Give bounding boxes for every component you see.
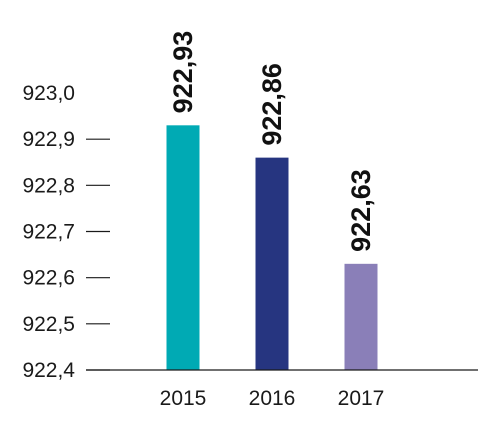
x-tick-label-2016: 2016 [249,387,296,410]
bar-2016 [255,157,289,370]
x-tick-label-2015: 2015 [160,387,207,410]
x-axis: 2015 2016 2017 [160,387,385,410]
y-tick-label: 922,4 [22,359,75,382]
x-tick-label-2017: 2017 [338,387,385,410]
y-tick-label: 922,9 [22,128,75,151]
data-label-2017: 922,63 [346,169,376,252]
bar-2015 [166,125,200,370]
bars [166,125,378,370]
y-tick-label: 922,8 [22,174,75,197]
data-label-2015: 922,93 [168,31,198,114]
y-tick-label: 922,7 [22,221,75,244]
y-axis: 922,4 922,5 922,6 922,7 922,8 922,9 923,0 [22,82,110,382]
data-labels: 922,93 922,86 922,63 [168,31,376,252]
bar-2017 [344,263,378,370]
y-tick-label: 923,0 [22,82,75,105]
y-tick-label: 922,6 [22,267,75,290]
y-tick-label: 922,5 [22,313,75,336]
data-label-2016: 922,86 [257,63,287,146]
